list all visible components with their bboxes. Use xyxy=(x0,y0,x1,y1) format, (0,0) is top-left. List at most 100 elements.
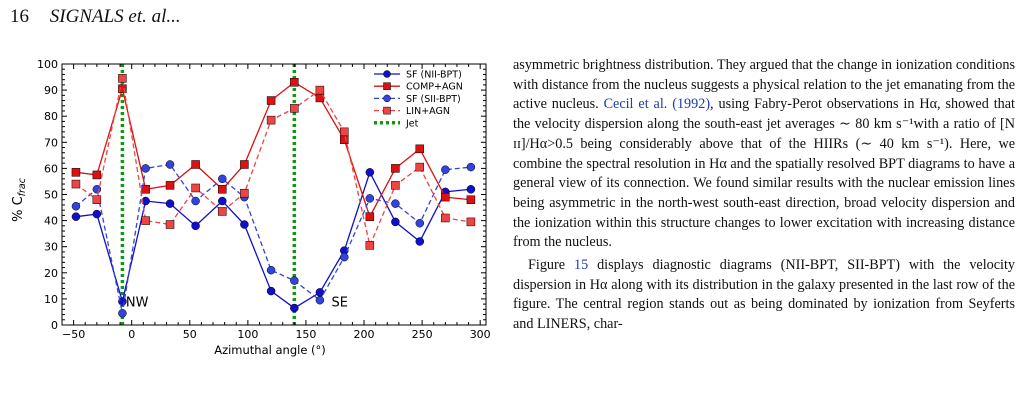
data-point xyxy=(165,160,175,169)
data-point xyxy=(466,195,476,204)
legend-marker xyxy=(383,94,391,103)
y-tick-label: 90 xyxy=(44,84,58,97)
data-point xyxy=(118,74,127,83)
data-point xyxy=(191,160,200,169)
data-point xyxy=(71,201,81,211)
data-point xyxy=(191,183,200,193)
azimuthal-fraction-chart: −50 0 50 100 150 200 250 300 0 10 20 30 40 50 60 70 80 90… xyxy=(11,58,491,357)
data-point xyxy=(466,162,476,172)
x-tick-label: −50 xyxy=(62,328,85,341)
region-annotation: SE xyxy=(332,296,348,311)
y-axis-label: % Cfrac xyxy=(11,177,28,222)
data-point xyxy=(290,276,299,285)
legend-marker xyxy=(383,70,391,78)
x-tick-label: 200 xyxy=(354,328,375,341)
data-point xyxy=(92,195,102,204)
data-point xyxy=(466,217,476,227)
y-tick-label: 0 xyxy=(51,319,58,332)
data-point xyxy=(315,85,325,95)
figure-link[interactable]: 15 xyxy=(573,257,589,274)
data-point xyxy=(240,188,249,198)
y-tick-label: 80 xyxy=(44,110,58,123)
data-point xyxy=(441,213,450,223)
data-point xyxy=(141,185,150,194)
y-tick-label: 10 xyxy=(44,293,58,306)
series-line xyxy=(75,163,471,314)
x-tick-label: 150 xyxy=(295,328,316,341)
data-point xyxy=(118,84,127,94)
data-point xyxy=(92,209,102,219)
data-point xyxy=(141,164,150,173)
legend-label: SF (SII-BPT) xyxy=(406,94,461,105)
x-tick-label: 0 xyxy=(128,328,135,341)
legend-marker xyxy=(383,106,391,115)
data-point xyxy=(92,170,102,180)
y-tick-label: 50 xyxy=(44,189,58,202)
data-point xyxy=(240,160,249,169)
data-point xyxy=(391,217,400,227)
legend-label: COMP+AGN xyxy=(406,82,463,93)
data-point xyxy=(218,174,227,184)
data-point xyxy=(218,185,227,194)
data-point xyxy=(365,168,375,177)
data-point xyxy=(340,252,349,262)
running-title: SIGNALS et. al... xyxy=(49,6,181,27)
data-point xyxy=(165,181,175,190)
y-tick-label: 30 xyxy=(44,241,58,254)
data-point xyxy=(165,199,175,208)
legend-marker xyxy=(383,82,391,90)
x-axis-label: Azimuthal angle (°) xyxy=(214,343,326,357)
paragraph: asymmetric brightness distribution. They… xyxy=(513,57,1015,251)
data-point xyxy=(365,212,375,221)
page-header: 16 SIGNALS et. al... xyxy=(10,6,181,28)
data-point xyxy=(415,162,425,172)
y-tick-label: 20 xyxy=(44,267,58,280)
data-point xyxy=(266,286,276,296)
data-point xyxy=(240,220,249,229)
x-tick-label: 100 xyxy=(237,328,258,341)
region-annotation: NW xyxy=(126,296,149,311)
data-point xyxy=(71,168,81,177)
data-point xyxy=(290,303,299,313)
data-point xyxy=(340,135,349,144)
citation-link[interactable]: Cecil et al. (1992) xyxy=(603,96,711,113)
data-point xyxy=(415,218,425,228)
legend-label: SF (NII-BPT) xyxy=(406,70,462,81)
legend-label: LIN+AGN xyxy=(406,106,450,117)
data-point xyxy=(391,199,400,208)
body-text: asymmetric brightness distribution. They… xyxy=(513,56,1015,335)
data-point xyxy=(365,194,375,203)
data-point xyxy=(315,295,325,305)
y-tick-label: 100 xyxy=(37,58,58,71)
legend-label: Jet xyxy=(405,118,419,129)
data-point xyxy=(165,220,175,229)
data-point xyxy=(71,212,81,221)
data-point xyxy=(71,179,81,189)
data-point xyxy=(266,115,276,125)
data-point xyxy=(266,265,276,275)
data-point xyxy=(118,309,127,318)
y-tick-label: 70 xyxy=(44,136,58,149)
data-point xyxy=(266,96,276,105)
data-point xyxy=(441,165,450,174)
data-point xyxy=(340,127,349,137)
x-tick-label: 250 xyxy=(412,328,433,341)
data-point xyxy=(365,241,375,250)
data-point xyxy=(191,221,200,231)
data-point xyxy=(415,144,425,154)
data-point xyxy=(218,207,227,216)
data-point xyxy=(441,192,450,202)
data-point xyxy=(141,196,150,206)
y-tick-label: 60 xyxy=(44,162,58,175)
data-point xyxy=(290,78,299,87)
data-point xyxy=(415,237,425,246)
x-tick-label: 50 xyxy=(183,328,197,341)
data-point xyxy=(290,104,299,113)
data-point xyxy=(391,164,400,173)
y-tick-label: 40 xyxy=(44,215,58,228)
x-tick-label: 300 xyxy=(470,328,491,341)
data-point xyxy=(141,216,150,225)
data-point xyxy=(191,196,200,206)
page-number: 16 xyxy=(10,6,29,27)
data-point xyxy=(391,181,400,190)
